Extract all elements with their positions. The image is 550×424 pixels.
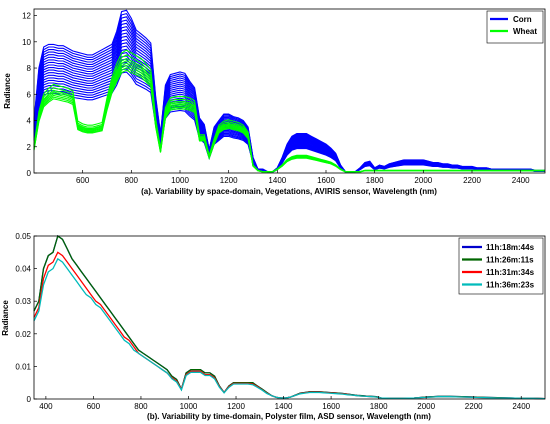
series-line-wheat-1: [33, 54, 545, 173]
series-line-wheat-7: [33, 69, 545, 173]
y-tick-label: 12: [22, 12, 31, 21]
chart-a-frame: [33, 8, 546, 174]
x-tick-label: 800: [134, 402, 148, 411]
chart-panel-a: 600 800 1000 1200 1400 1600 1800 2000 2200 2400 0 2…: [3, 8, 546, 196]
series-line-wheat-3: [33, 60, 545, 173]
x-tick-label: 2200: [465, 402, 483, 411]
y-tick-label: 4: [27, 117, 32, 126]
y-tick-label: 0.05: [15, 232, 31, 241]
x-tick-label: 1800: [366, 176, 384, 185]
chart-b-ylabel: Radiance: [1, 300, 10, 336]
x-tick-label: 1000: [171, 176, 189, 185]
x-tick-label: 1400: [275, 402, 293, 411]
x-tick-label: 1600: [317, 176, 335, 185]
y-tick-label: 0: [27, 169, 32, 178]
chart-b-xlabel: (b). Variability by time-domain, Polyste…: [147, 412, 431, 421]
chart-a-ticks: 600 800 1000 1200 1400 1600 1800 2000 2200 2400 0 2…: [22, 12, 530, 185]
chart-b-legend: 11h:18m:44s 11h:26m:11s 11h:31m:34s 11h:36m…: [458, 237, 544, 295]
x-tick-label: 2000: [417, 402, 435, 411]
x-tick-label: 1600: [322, 402, 340, 411]
y-tick-label: 2: [27, 143, 32, 152]
chart-b-ticks: 400 600 800 1000 1200 1400 1600 1800 2000 2200 240…: [15, 232, 530, 411]
y-tick-label: 10: [22, 38, 31, 47]
x-tick-label: 400: [39, 402, 53, 411]
y-tick-label: 8: [27, 64, 32, 73]
x-tick-label: 2200: [463, 176, 481, 185]
chart-b-frame: [33, 235, 546, 400]
x-tick-label: 1200: [220, 176, 238, 185]
chart-a-ylabel: Radiance: [3, 73, 12, 109]
y-tick-label: 0: [27, 395, 32, 404]
series-line-corn-19: [33, 71, 545, 173]
legend-label: Wheat: [513, 27, 537, 36]
x-tick-label: 2400: [512, 402, 530, 411]
y-tick-label: 6: [27, 90, 32, 99]
x-tick-label: 600: [76, 176, 90, 185]
y-tick-label: 0.04: [15, 265, 31, 274]
chart-a-legend: Corn Wheat: [486, 10, 544, 44]
x-tick-label: 1400: [268, 176, 286, 185]
legend-label: 11h:18m:44s: [486, 243, 535, 252]
x-tick-label: 800: [125, 176, 139, 185]
x-tick-label: 600: [87, 402, 101, 411]
legend-label: Corn: [513, 15, 532, 24]
legend-label: 11h:26m:11s: [486, 256, 534, 265]
y-tick-label: 0.02: [15, 330, 31, 339]
x-tick-label: 2400: [512, 176, 530, 185]
chart-panel-b: 400 600 800 1000 1200 1400 1600 1800 2000 2200 240…: [1, 232, 546, 421]
legend-label: 11h:36m:23s: [486, 281, 535, 290]
series-line-wheat-4: [33, 62, 545, 173]
chart-a-legend-box: [486, 10, 544, 44]
x-tick-label: 2000: [414, 176, 432, 185]
legend-label: 11h:31m:34s: [486, 268, 535, 277]
x-tick-label: 1000: [180, 402, 198, 411]
chart-a-lines: [33, 9, 545, 173]
x-tick-label: 1800: [370, 402, 388, 411]
chart-a-xlabel: (a). Variability by space-domain, Vegeta…: [141, 187, 437, 196]
y-tick-label: 0.03: [15, 297, 31, 306]
x-tick-label: 1200: [227, 402, 245, 411]
y-tick-label: 0.01: [15, 362, 31, 371]
